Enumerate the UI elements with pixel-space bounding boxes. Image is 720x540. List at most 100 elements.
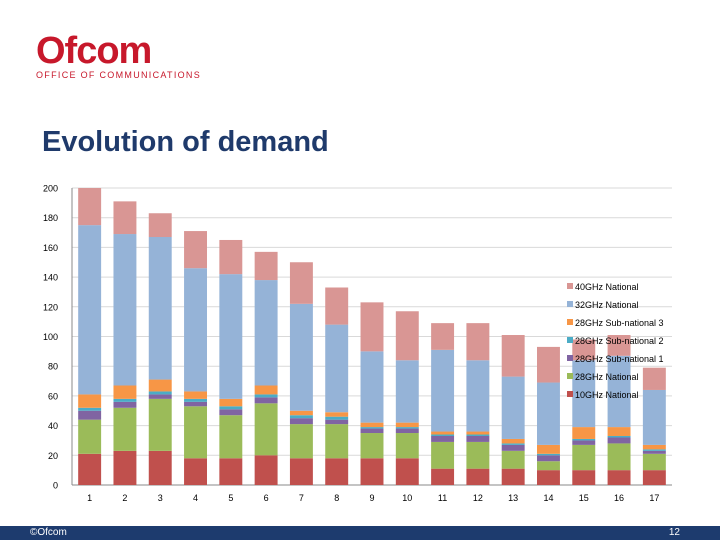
bar-segment xyxy=(572,440,596,445)
y-axis-ticks: 0 20 40 60 80 100 120 140 160 180 200 xyxy=(43,184,58,491)
y-tick-label: 40 xyxy=(48,421,58,431)
y-tick-label: 100 xyxy=(43,332,58,342)
bar-segment xyxy=(431,349,455,432)
bar-segment xyxy=(642,470,666,485)
bar-segment xyxy=(501,335,525,377)
x-tick-label: 5 xyxy=(228,493,233,503)
legend-label: 28GHz National xyxy=(575,372,639,382)
legend-swatch xyxy=(567,283,573,289)
bar-segment xyxy=(254,385,278,395)
chart-legend: 40GHz National 32GHz National 28GHz Sub-na… xyxy=(567,282,664,400)
bar-segment xyxy=(78,225,102,395)
footer-bar: ©Ofcom 12 xyxy=(0,526,720,540)
x-tick-label: 2 xyxy=(122,493,127,503)
bar-segment xyxy=(184,458,207,485)
bar-segment xyxy=(219,415,243,459)
logo-wordmark: Ofcom xyxy=(36,30,152,72)
legend-swatch xyxy=(567,301,573,307)
bar-segment xyxy=(219,458,243,485)
legend-swatch xyxy=(567,319,573,325)
bar-segment xyxy=(360,302,384,352)
x-tick-label: 15 xyxy=(579,493,589,503)
bar-segment xyxy=(78,394,102,408)
x-tick-label: 8 xyxy=(334,493,339,503)
bar-segment xyxy=(113,385,137,399)
y-tick-label: 140 xyxy=(43,273,58,283)
bar-segment xyxy=(184,406,207,459)
bar-segment xyxy=(537,453,560,456)
legend-label: 28GHz Sub-national 2 xyxy=(575,336,664,346)
legend-label: 10GHz National xyxy=(575,390,639,400)
slide-title: Evolution of demand xyxy=(42,126,329,158)
bar-segment xyxy=(325,412,349,417)
bar-segment xyxy=(607,470,631,485)
legend-swatch xyxy=(567,337,573,343)
y-tick-label: 60 xyxy=(48,391,58,401)
bar-segment xyxy=(572,470,596,485)
bar-segment xyxy=(501,468,525,485)
y-tick-label: 160 xyxy=(43,243,58,253)
bar-segment xyxy=(395,360,419,423)
bar-segment xyxy=(254,394,278,398)
bar-segment xyxy=(642,450,666,454)
bar-segment xyxy=(642,453,666,471)
bar-segment xyxy=(537,470,560,485)
bar-segment xyxy=(289,458,313,485)
copyright-text: ©Ofcom xyxy=(30,527,67,538)
bar-segment xyxy=(607,435,631,438)
bar-segment xyxy=(607,355,631,428)
y-tick-label: 200 xyxy=(43,184,58,194)
bars xyxy=(78,188,666,485)
bar-segment xyxy=(395,428,419,434)
ofcom-logo: Ofcom OFFICE OF COMMUNICATIONS xyxy=(36,32,201,80)
bar-segment xyxy=(501,450,525,469)
legend-swatch xyxy=(567,373,573,379)
bar-segment xyxy=(113,201,137,235)
bar-segment xyxy=(148,398,172,451)
bar-segment xyxy=(289,424,313,459)
bar-segment xyxy=(501,376,525,439)
y-tick-label: 20 xyxy=(48,451,58,461)
bar-segment xyxy=(254,280,278,386)
bar-segment xyxy=(219,274,243,399)
bar-segment xyxy=(395,427,419,429)
bar-segment xyxy=(325,287,349,325)
bar-segment xyxy=(572,438,596,441)
bar-segment xyxy=(395,311,419,361)
bar-segment xyxy=(395,458,419,485)
bar-segment xyxy=(78,188,102,226)
x-axis-ticks: 1 2 3 4 5 6 7 8 9 10 11 12 13 14 15 16 17 xyxy=(87,493,659,503)
bar-segment xyxy=(148,450,172,485)
bar-segment xyxy=(113,234,137,386)
bar-segment xyxy=(607,443,631,471)
bar-segment xyxy=(184,231,207,269)
legend-label: 28GHz Sub-national 1 xyxy=(575,354,664,364)
bar-segment xyxy=(78,419,102,454)
bar-segment xyxy=(572,427,596,439)
bar-segment xyxy=(148,391,172,395)
bar-segment xyxy=(360,433,384,459)
bar-segment xyxy=(537,455,560,462)
bar-segment xyxy=(148,237,172,380)
bar-segment xyxy=(325,416,349,420)
bar-segment xyxy=(78,407,102,411)
x-tick-label: 6 xyxy=(264,493,269,503)
bar-segment xyxy=(219,409,243,416)
bar-segment xyxy=(78,453,102,485)
bar-segment xyxy=(184,268,207,392)
bar-segment xyxy=(466,323,490,361)
y-tick-label: 0 xyxy=(53,481,58,491)
bar-segment xyxy=(501,444,525,451)
bar-segment xyxy=(431,434,455,436)
x-tick-label: 17 xyxy=(649,493,659,503)
x-tick-label: 4 xyxy=(193,493,198,503)
x-tick-label: 11 xyxy=(438,493,447,503)
x-tick-label: 14 xyxy=(543,493,553,503)
bar-segment xyxy=(219,398,243,407)
bar-segment xyxy=(572,360,596,428)
y-tick-label: 120 xyxy=(43,302,58,312)
bar-segment xyxy=(148,394,172,399)
bar-segment xyxy=(431,435,455,442)
bar-segment xyxy=(642,444,666,450)
bar-segment xyxy=(360,458,384,485)
